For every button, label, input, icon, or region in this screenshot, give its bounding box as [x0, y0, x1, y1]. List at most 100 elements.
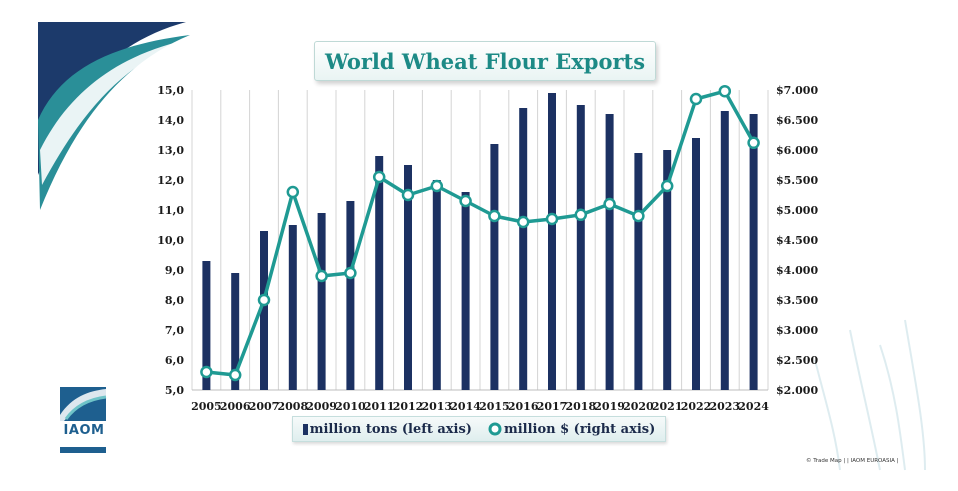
x-tick-label: 2014: [450, 400, 481, 413]
x-tick-label: 2024: [738, 400, 769, 413]
y-left-tick-label: 12,0: [157, 174, 184, 187]
y-left-tick-label: 14,0: [157, 114, 184, 127]
bar: [375, 156, 384, 390]
y-right-tick-label: $3.500: [776, 294, 818, 307]
y-right-tick-label: $5.000: [776, 204, 818, 217]
x-tick-label: 2017: [537, 400, 568, 413]
x-tick-label: 2023: [709, 400, 740, 413]
wheat-watermark: [814, 319, 926, 471]
bar: [317, 213, 326, 390]
iaom-logo: [60, 387, 107, 453]
x-tick-label: 2018: [565, 400, 596, 413]
bar: [346, 201, 355, 390]
line-point: [516, 215, 530, 229]
y-right-tick-label: $3.000: [776, 324, 818, 337]
legend-item-bars: million tons (left axis): [302, 421, 472, 437]
line-marker-swatch-icon: [488, 422, 502, 436]
line-path: [206, 89, 756, 377]
y-right-tick-label: $2.000: [776, 384, 818, 397]
x-tick-label: 2007: [249, 400, 280, 413]
y-right-tick-label: $5.500: [776, 174, 818, 187]
line-point: [747, 136, 760, 150]
line-point: [344, 266, 357, 280]
line-point: [603, 197, 616, 211]
bar: [202, 261, 211, 390]
legend-label-line: million $ (right axis): [503, 421, 656, 437]
chart-title: World Wheat Flour Exports: [324, 48, 646, 74]
x-tick-label: 2019: [594, 400, 625, 413]
x-tick-label: 2022: [681, 400, 712, 413]
bar: [404, 165, 412, 390]
bar: [576, 105, 585, 390]
legend-label-bars: million tons (left axis): [309, 421, 472, 437]
x-tick-label: 2006: [220, 400, 251, 413]
bar: [692, 138, 700, 390]
x-tick-label: 2013: [421, 400, 452, 413]
line-point: [401, 188, 415, 202]
bar: [490, 144, 499, 390]
line-point: [200, 365, 213, 379]
x-tick-label: 2020: [623, 400, 654, 413]
line-point: [286, 185, 300, 199]
y-left-tick-label: 10,0: [157, 234, 184, 247]
y-left-tick-label: 8,0: [165, 294, 184, 307]
y-right-tick-label: $4.000: [776, 264, 818, 277]
x-tick-label: 2011: [364, 400, 395, 413]
line-point: [689, 92, 703, 106]
x-tick-label: 2005: [191, 400, 222, 413]
line-point: [718, 84, 732, 98]
y-left-tick-label: 5,0: [165, 384, 184, 397]
gridlines: [191, 90, 769, 391]
bar: [288, 225, 297, 390]
line-point: [545, 212, 559, 226]
bar: [634, 153, 643, 390]
bar: [720, 111, 729, 390]
x-tick-label: 2021: [652, 400, 683, 413]
y-right-tick-label: $7.000: [776, 84, 818, 97]
line-point: [574, 208, 588, 222]
y-left-tick-label: 6,0: [165, 354, 184, 367]
y-left-tick-label: 7,0: [165, 324, 184, 337]
legend-item-line: million $ (right axis): [488, 422, 655, 437]
x-tick-label: 2008: [277, 400, 308, 413]
y-right-tick-label: $2.500: [776, 354, 818, 367]
x-tick-label: 2009: [306, 400, 337, 413]
line-point: [488, 209, 501, 223]
bar: [548, 93, 556, 390]
bar: [519, 108, 528, 390]
x-tick-label: 2010: [335, 400, 366, 413]
bar: [663, 150, 672, 390]
y-right-tick-label: $6.000: [776, 144, 818, 157]
x-tick-label: 2016: [508, 400, 539, 413]
bar-series: [202, 93, 758, 390]
line-point: [228, 368, 242, 382]
bar-swatch-icon: [302, 423, 308, 435]
line-series: [200, 84, 760, 382]
x-tick-label: 2012: [393, 400, 424, 413]
bar: [461, 192, 470, 390]
bar: [749, 114, 758, 390]
x-tick-label: 2015: [479, 400, 510, 413]
y-right-tick-label: $4.500: [776, 234, 818, 247]
swoosh-teal: [38, 35, 190, 210]
y-left-tick-label: 15,0: [157, 84, 184, 97]
bar: [605, 114, 614, 390]
line-point: [459, 194, 472, 208]
bar: [432, 180, 441, 390]
line-point: [430, 179, 444, 193]
y-left-tick-label: 11,0: [157, 204, 184, 217]
logo-text: IAOM: [63, 423, 105, 438]
swoosh-dark: [38, 22, 186, 175]
line-point: [632, 209, 645, 223]
y-left-tick-label: 9,0: [165, 264, 184, 277]
swoosh-white-stripe: [40, 40, 186, 185]
axes: 5,0 6,0 7,0 8,0 9,0 10,0 11,0 12,0 13,0 14,0 15,0 $…: [157, 84, 818, 413]
bar: [231, 273, 240, 390]
line-point: [372, 170, 386, 184]
line-point: [315, 269, 328, 283]
legend: million tons (left axis) million $ (righ…: [292, 416, 666, 442]
line-point: [257, 293, 271, 307]
y-left-tick-label: 13,0: [157, 144, 184, 157]
